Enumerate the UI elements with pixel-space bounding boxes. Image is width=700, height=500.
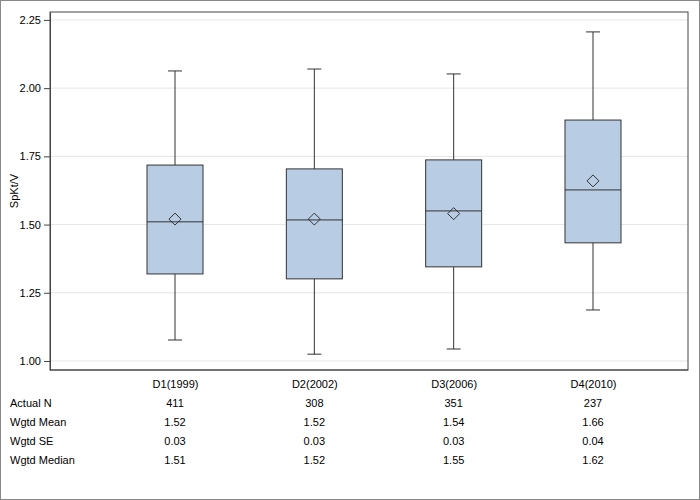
table-cell: 1.52 xyxy=(164,416,185,428)
table-cell: 0.04 xyxy=(582,435,603,447)
box-group xyxy=(286,69,342,354)
whisker-cap-high xyxy=(447,73,461,74)
tick-mark xyxy=(44,20,50,21)
table-row-label: Actual N xyxy=(10,397,52,409)
table-cell: 1.55 xyxy=(443,454,464,466)
table-cell: 0.03 xyxy=(443,435,464,447)
whisker-cap-low xyxy=(168,339,182,340)
median-line xyxy=(147,221,203,222)
box-group xyxy=(147,71,203,340)
box-group xyxy=(565,32,621,310)
background xyxy=(1,1,700,500)
tick-mark xyxy=(44,88,50,89)
tick: 1.00 xyxy=(20,355,50,367)
table-cell: 411 xyxy=(166,397,184,409)
axis-line xyxy=(50,13,51,371)
box xyxy=(426,160,482,267)
table-row-label: Wgtd Mean xyxy=(10,416,66,428)
box-group xyxy=(426,74,482,349)
box xyxy=(147,165,203,274)
box xyxy=(565,120,621,243)
y-axis: 1.00 1.25 1.50 1.75 2.00 2.25 xyxy=(20,13,51,371)
tick-label: D2(2002) xyxy=(292,378,338,390)
tick: D3(2006) xyxy=(431,378,477,390)
mean-marker xyxy=(448,208,460,220)
tick-label: 2.00 xyxy=(20,82,41,94)
tick: 1.50 xyxy=(20,219,50,231)
stats-table: Actual N 411 308 351 237 Wgtd Mean 1.52 1.52 1.5… xyxy=(10,397,604,466)
tick-mark xyxy=(44,225,50,226)
tick-label: D4(2010) xyxy=(571,378,617,390)
y-axis-title: SpKt/V xyxy=(8,173,20,208)
axis-line xyxy=(50,370,688,371)
table-cell: 0.03 xyxy=(304,435,325,447)
tick-label: 1.50 xyxy=(20,219,41,231)
whisker-cap-low xyxy=(307,354,321,355)
tick: 2.25 xyxy=(20,14,50,26)
tick: D4(2010) xyxy=(571,378,617,390)
tick: 1.75 xyxy=(20,150,50,162)
mean-marker xyxy=(169,213,181,225)
mean-marker xyxy=(587,175,599,187)
table-cell: 308 xyxy=(305,397,323,409)
table-cell: 0.03 xyxy=(164,435,185,447)
median-line xyxy=(286,219,342,220)
boxes xyxy=(147,32,621,354)
table-cell: 1.51 xyxy=(164,454,185,466)
tick-label: 2.25 xyxy=(20,14,41,26)
table-cell: 1.52 xyxy=(304,416,325,428)
whisker-cap-high xyxy=(307,69,321,70)
tick-label: D1(1999) xyxy=(153,378,199,390)
tick-mark xyxy=(44,293,50,294)
tick-label: D3(2006) xyxy=(431,378,477,390)
mean-marker xyxy=(308,213,320,225)
grid-line xyxy=(50,292,688,293)
tick-label: 1.75 xyxy=(20,150,41,162)
median-line xyxy=(426,210,482,211)
tick-label: 1.25 xyxy=(20,287,41,299)
grid-line xyxy=(50,360,688,361)
median-line xyxy=(565,189,621,190)
tick-mark xyxy=(44,156,50,157)
tick: 2.00 xyxy=(20,82,50,94)
tick-mark xyxy=(44,361,50,362)
grid-line xyxy=(50,88,688,89)
table-cell: 1.62 xyxy=(582,454,603,466)
table-cell: 1.54 xyxy=(443,416,464,428)
table-row-label: Wgtd SE xyxy=(10,435,53,447)
chart: 1.00 1.25 1.50 1.75 2.00 2.25 SpKt/V D1(1999) D2… xyxy=(0,0,700,500)
tick-label: 1.00 xyxy=(20,355,41,367)
whisker-cap-high xyxy=(168,70,182,71)
whisker-cap-low xyxy=(447,348,461,349)
box xyxy=(286,169,342,279)
table-cell: 351 xyxy=(444,397,462,409)
table-cell: 237 xyxy=(584,397,602,409)
tick: 1.25 xyxy=(20,287,50,299)
whisker-cap-low xyxy=(586,309,600,310)
table-row-label: Wgtd Median xyxy=(10,454,75,466)
table-cell: 1.66 xyxy=(582,416,603,428)
grid-line xyxy=(50,19,688,20)
grid xyxy=(50,20,688,361)
tick: D2(2002) xyxy=(292,378,338,390)
whisker-cap-high xyxy=(586,31,600,32)
plot-frame xyxy=(50,12,688,370)
table-cell: 1.52 xyxy=(304,454,325,466)
tick: D1(1999) xyxy=(153,378,199,390)
x-axis: D1(1999) D2(2002) D3(2006) D4(2010) xyxy=(50,370,688,390)
